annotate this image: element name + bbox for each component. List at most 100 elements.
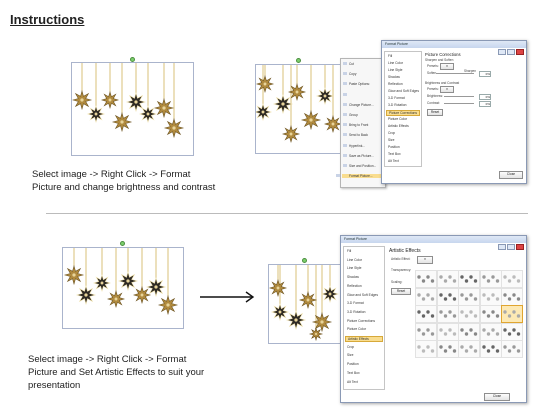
category-artistic-effects[interactable]: Artistic Effects <box>345 336 383 342</box>
effect-thumbnail[interactable] <box>479 340 502 358</box>
category-3-d-format[interactable]: 3-D Format <box>347 301 364 306</box>
category-alt-text[interactable]: Alt Text <box>388 159 399 163</box>
ornament-image-effect[interactable] <box>268 264 340 342</box>
context-menu-item[interactable]: Paste Options: <box>343 82 370 86</box>
effect-thumbnail[interactable] <box>458 322 480 341</box>
category-line-style[interactable]: Line Style <box>347 266 362 271</box>
effect-thumbnail[interactable] <box>479 270 502 288</box>
category-picture-color[interactable]: Picture Color <box>347 327 367 332</box>
category-3-d-format[interactable]: 3-D Format <box>388 96 405 100</box>
effect-thumbnail[interactable] <box>436 305 459 323</box>
rotation-handle[interactable] <box>296 58 301 63</box>
ornament-image-original[interactable] <box>71 62 192 154</box>
effect-thumbnail[interactable] <box>479 305 502 323</box>
category-shadow[interactable]: Shadow <box>347 275 359 280</box>
close-button[interactable]: Close <box>484 393 510 401</box>
brightness-value[interactable]: 0% <box>479 94 491 100</box>
category-line-style[interactable]: Line Style <box>388 68 403 72</box>
artistic-effect-dropdown[interactable]: ▾ <box>417 256 433 264</box>
effect-thumbnail[interactable] <box>436 322 459 341</box>
sharpen-slider[interactable] <box>436 73 474 74</box>
category-alt-text[interactable]: Alt Text <box>347 379 358 384</box>
effect-thumbnail[interactable] <box>415 322 437 341</box>
category-fill[interactable]: Fill <box>347 249 352 253</box>
minimize-button[interactable] <box>498 244 506 250</box>
contrast-slider[interactable] <box>444 103 474 104</box>
category-fill[interactable]: Fill <box>388 54 393 58</box>
context-menu-item[interactable]: Group <box>343 113 358 117</box>
category-glow-and-soft-edges[interactable]: Glow and Soft Edges <box>388 89 419 93</box>
brightness-slider[interactable] <box>444 96 474 97</box>
contrast-value[interactable]: 0% <box>479 101 491 107</box>
effect-preview-icon <box>417 310 435 318</box>
effect-thumbnail[interactable] <box>501 305 523 323</box>
category-text-box[interactable]: Text Box <box>388 152 401 156</box>
effect-thumbnail[interactable] <box>436 340 459 358</box>
ornament-image-original[interactable] <box>62 247 182 327</box>
effect-thumbnail[interactable] <box>415 340 437 358</box>
reset-button[interactable]: Reset <box>391 288 411 295</box>
effect-thumbnail[interactable] <box>436 270 459 288</box>
category-line-color[interactable]: Line Color <box>347 257 363 262</box>
context-menu-item[interactable]: Size and Position... <box>343 164 376 168</box>
close-window-button[interactable] <box>516 244 524 250</box>
rotation-handle[interactable] <box>302 258 307 263</box>
category-shadow[interactable]: Shadow <box>388 75 400 79</box>
context-menu-item[interactable]: Format Picture... <box>336 174 384 179</box>
category-size[interactable]: Size <box>388 138 395 142</box>
ornament-image-right-click[interactable] <box>253 64 343 152</box>
maximize-button[interactable] <box>507 49 515 55</box>
effect-thumbnail[interactable] <box>479 287 502 306</box>
effect-thumbnail[interactable] <box>415 270 437 288</box>
category-text-box[interactable]: Text Box <box>347 370 360 375</box>
window-controls <box>497 237 524 250</box>
context-menu-item[interactable]: Copy <box>343 72 356 76</box>
reset-button[interactable]: Reset <box>427 109 443 116</box>
presets-dropdown[interactable]: ▾ <box>440 63 454 70</box>
category-picture-corrections[interactable]: Picture Corrections <box>347 318 376 323</box>
category-3-d-rotation[interactable]: 3-D Rotation <box>347 309 366 314</box>
brightness-presets-dropdown[interactable]: ▾ <box>440 86 454 93</box>
soften-label: Soften <box>427 71 437 75</box>
close-window-button[interactable] <box>516 49 524 55</box>
effect-thumbnail[interactable] <box>501 287 523 306</box>
maximize-button[interactable] <box>507 244 515 250</box>
star-ornaments-picture <box>253 64 343 144</box>
effect-thumbnail[interactable] <box>501 270 523 288</box>
category-picture-corrections[interactable]: Picture Corrections <box>386 110 420 116</box>
category-crop[interactable]: Crop <box>347 344 355 349</box>
category-reflection[interactable]: Reflection <box>388 82 403 86</box>
effect-thumbnail[interactable] <box>458 287 480 306</box>
pane-heading: Artistic Effects <box>389 248 421 254</box>
sharpen-value[interactable]: 0% <box>479 71 491 77</box>
category-position[interactable]: Position <box>347 362 359 367</box>
category-artistic-effects[interactable]: Artistic Effects <box>388 124 409 128</box>
category-reflection[interactable]: Reflection <box>347 283 362 288</box>
category-size[interactable]: Size <box>347 353 354 358</box>
effect-thumbnail[interactable] <box>415 305 437 323</box>
context-menu-item[interactable]: Hyperlink... <box>343 143 365 148</box>
close-button[interactable]: Close <box>499 171 523 179</box>
effect-thumbnail[interactable] <box>436 287 459 306</box>
context-menu-item[interactable]: Send to Back <box>343 133 368 137</box>
effect-thumbnail[interactable] <box>458 270 480 288</box>
effect-thumbnail[interactable] <box>501 322 523 341</box>
effect-thumbnail[interactable] <box>415 287 437 306</box>
rotation-handle[interactable] <box>130 57 135 62</box>
category-glow-and-soft-edges[interactable]: Glow and Soft Edges <box>347 292 378 297</box>
effect-thumbnail[interactable] <box>501 340 523 358</box>
context-menu-item[interactable]: Change Picture... <box>343 102 374 107</box>
category-position[interactable]: Position <box>388 145 400 149</box>
minimize-button[interactable] <box>498 49 506 55</box>
category-line-color[interactable]: Line Color <box>388 61 404 65</box>
category-crop[interactable]: Crop <box>388 131 396 135</box>
context-menu-item[interactable]: Bring to Front <box>343 123 368 127</box>
effect-thumbnail[interactable] <box>479 322 502 341</box>
context-menu-item[interactable]: Save as Picture... <box>343 153 374 158</box>
effect-thumbnail[interactable] <box>458 340 480 358</box>
context-menu-item[interactable]: Cut <box>343 62 354 66</box>
rotation-handle[interactable] <box>120 241 125 246</box>
category-picture-color[interactable]: Picture Color <box>388 117 408 121</box>
category-3-d-rotation[interactable]: 3-D Rotation <box>388 103 407 107</box>
effect-thumbnail[interactable] <box>458 305 480 323</box>
